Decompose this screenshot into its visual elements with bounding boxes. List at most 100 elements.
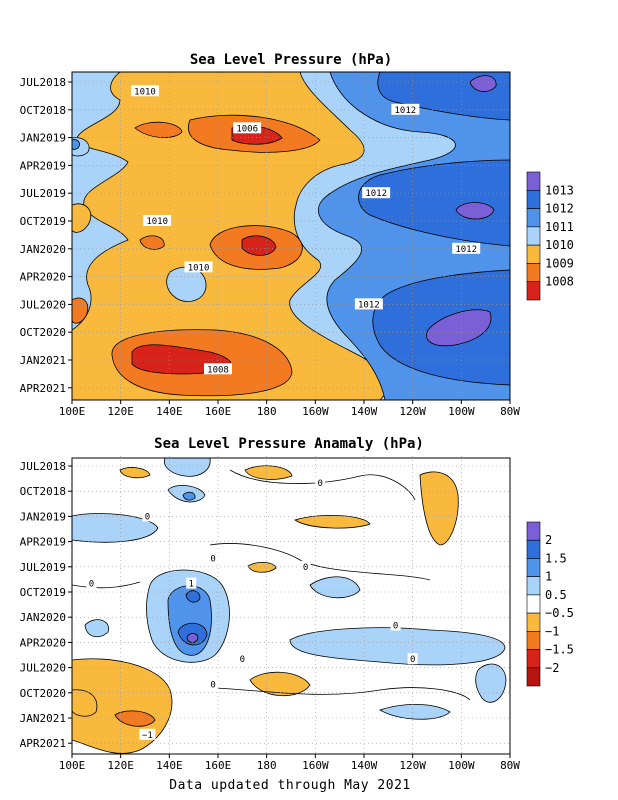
contour-label-bg (407, 653, 418, 665)
x-tick-label: 180 (257, 405, 277, 418)
x-tick-label: 140W (351, 405, 378, 418)
x-tick-label: 100E (59, 405, 86, 418)
contour-label: 0 (410, 655, 415, 665)
colorbar-swatch (526, 558, 541, 577)
contour-label: 1012 (455, 245, 477, 255)
colorbar-label: 2 (545, 533, 552, 547)
field-1008-core-b (241, 235, 277, 256)
colorbar-swatch (526, 576, 541, 596)
colorbar-swatch (526, 667, 541, 687)
x-tick-label: 160W (302, 759, 329, 772)
y-tick-label: JAN2020 (20, 243, 66, 256)
contour-label-bg (131, 85, 159, 97)
contour-label-bg (204, 363, 232, 375)
colorbar-label: −1.5 (545, 643, 574, 657)
anom-neg-5 (247, 562, 277, 573)
anom-neg-4 (294, 514, 371, 529)
x-tick-label: 120E (107, 759, 134, 772)
chart2-colorbar: 2 1.5 1 0.5 −0.5 −1 −1.5 −2 (526, 521, 574, 687)
chart2-y-ticks: JUL2018 OCT2018 JAN2019 APR2019 JUL2019 OCT20… (20, 460, 72, 750)
y-tick-label: JUL2018 (20, 460, 66, 473)
chart1-frame (71, 71, 511, 401)
contour-label: 0 (393, 622, 398, 632)
contour-label: 0 (240, 655, 245, 665)
x-tick-label: 140E (156, 759, 183, 772)
contour-label-bg (300, 560, 311, 572)
contour-label: 0 (89, 580, 94, 590)
y-tick-label: JAN2021 (20, 712, 66, 725)
x-tick-label: 100W (448, 759, 475, 772)
anom-neg-8 (114, 710, 156, 727)
contour-label-bg (139, 728, 156, 740)
colorbar-label: 1010 (545, 238, 574, 252)
anom-neg-3 (419, 471, 459, 546)
x-tick-label: 100W (448, 405, 475, 418)
x-tick-label: 120W (399, 759, 426, 772)
colorbar-swatch (526, 208, 541, 228)
chart1-colorbar: 1013 1012 1011 1010 1009 1008 (526, 171, 574, 301)
contour-label-bg (208, 552, 219, 564)
x-tick-label: 120W (399, 405, 426, 418)
chart1-y-ticks: JUL2018 OCT2018 JAN2019 APR2019 JUL2019 OCT20… (20, 76, 72, 395)
colorbar-label: 0.5 (545, 588, 567, 602)
anom-pos-1 (163, 458, 211, 477)
contour-label-bg (233, 122, 262, 134)
field-1008-1009-b (134, 121, 183, 138)
contour-label-bg (452, 242, 481, 254)
anom-pos-3 (72, 513, 159, 543)
anom-pos-8 (84, 619, 109, 638)
chart1-x-ticks: 100E 120E 140E 160E 180 160W 140W 120W 100W 80W (59, 400, 520, 418)
chart2-title: Sea Level Pressure Anamaly (hPa) (154, 436, 424, 452)
y-tick-label: JUL2020 (20, 662, 66, 675)
field-1008-1009-d (139, 235, 165, 250)
anom-pos-5 (309, 576, 361, 599)
chart1-contour-labels: 1010 1006 1012 1012 1010 1012 1010 1012 1008 (131, 85, 481, 375)
x-tick-label: 160E (205, 759, 232, 772)
contour-label: 1012 (365, 189, 387, 199)
contour-label-bg (142, 510, 153, 522)
contour-label: 0 (210, 554, 215, 564)
anom-pos-6 (289, 627, 506, 666)
contour-label-bg (391, 103, 420, 115)
anom-pos-7 (475, 663, 507, 703)
y-tick-label: JAN2019 (20, 132, 66, 145)
anom-neg-2 (244, 465, 293, 480)
colorbar-label: 1012 (545, 202, 574, 216)
anom-zero-line-2 (72, 581, 141, 589)
y-tick-label: OCT2019 (20, 215, 66, 228)
contour-label: 1 (189, 580, 194, 590)
field-gt-1013-b (455, 202, 495, 220)
y-tick-label: APR2020 (20, 636, 66, 649)
y-tick-label: JAN2019 (20, 510, 66, 523)
colorbar-swatch (526, 189, 541, 209)
chart1-title: Sea Level Pressure (hPa) (190, 52, 392, 68)
x-tick-label: 80W (500, 759, 520, 772)
field-gt-1013 (469, 75, 497, 92)
y-tick-label: JAN2021 (20, 354, 66, 367)
contour-label: 1010 (134, 87, 156, 97)
chart2-frame (71, 457, 511, 755)
chart2-grid (72, 456, 510, 754)
field-gt-1013-c (426, 309, 492, 347)
x-tick-label: 100E (59, 759, 86, 772)
colorbar-label: 1.5 (545, 551, 567, 565)
chart1-plot (72, 72, 510, 400)
x-tick-label: 160E (205, 405, 232, 418)
contour-label: 0 (317, 479, 322, 489)
anom-neg-1 (119, 467, 151, 479)
chart2-contour-labels: 0 0 0 0 0 1 0 0 0 0 −1 (86, 476, 418, 741)
anom-pos-core-5 (182, 491, 196, 501)
colorbar-label: 1011 (545, 220, 574, 234)
contour-label: 1010 (188, 263, 210, 273)
x-tick-label: 140E (156, 405, 183, 418)
colorbar-label: −2 (545, 661, 559, 675)
colorbar-swatch (526, 171, 541, 191)
contour-label: 1012 (395, 106, 417, 116)
contour-label: 1006 (236, 124, 258, 134)
footer-note: Data updated through May 2021 (169, 778, 410, 793)
x-tick-label: 140W (351, 759, 378, 772)
y-tick-label: APR2019 (20, 159, 66, 172)
field-1011-blob (72, 139, 80, 150)
contour-label-bg (237, 653, 248, 665)
